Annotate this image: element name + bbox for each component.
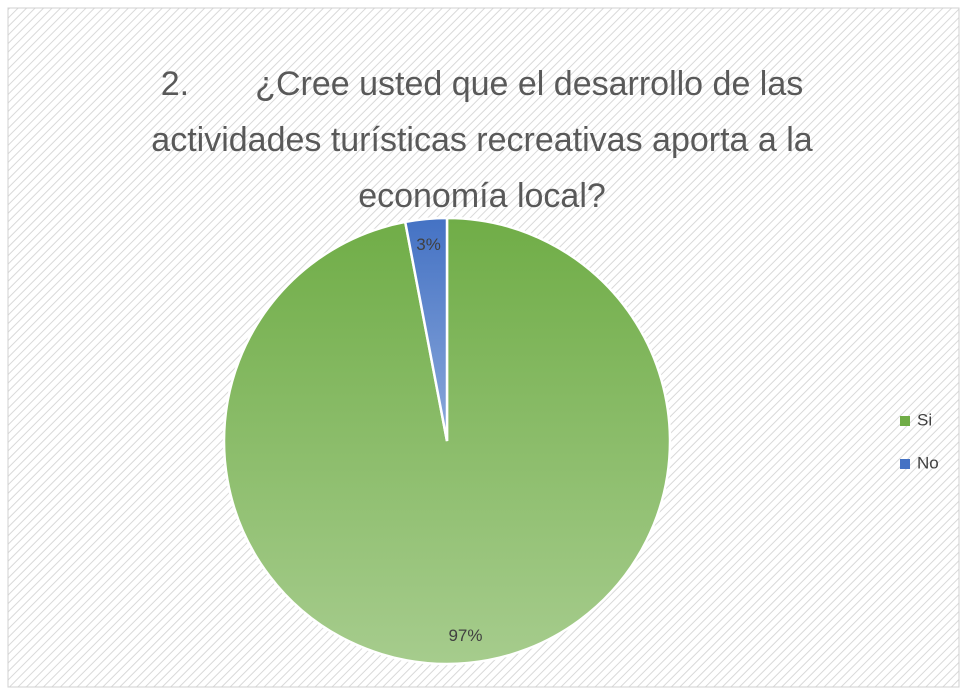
legend-label: Si — [917, 410, 932, 429]
legend-marker — [900, 459, 910, 469]
pie-slice — [403, 216, 449, 442]
chart-title: 2. ¿Cree usted que el desarrollo de las … — [151, 65, 823, 215]
legend-marker — [900, 416, 910, 426]
data-label: 97% — [448, 626, 482, 645]
legend-label: No — [917, 453, 939, 472]
data-label: 3% — [416, 235, 441, 254]
